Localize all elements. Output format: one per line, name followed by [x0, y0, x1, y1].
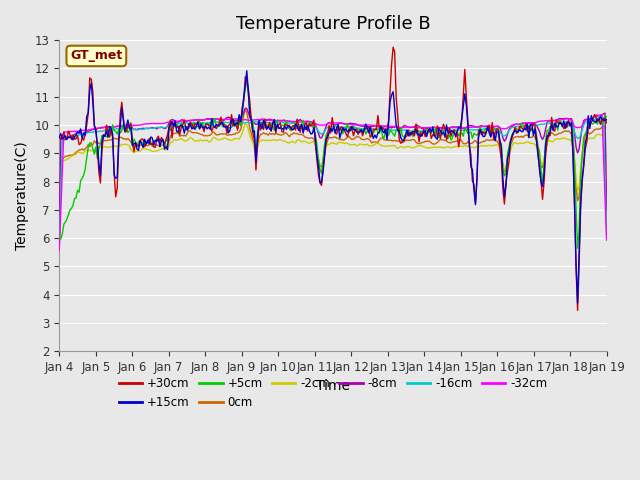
- Legend: +30cm, +15cm, +5cm, 0cm, -2cm, -8cm, -16cm, -32cm: +30cm, +15cm, +5cm, 0cm, -2cm, -8cm, -16…: [114, 372, 552, 414]
- Text: GT_met: GT_met: [70, 49, 122, 62]
- X-axis label: Time: Time: [316, 380, 350, 394]
- Y-axis label: Temperature(C): Temperature(C): [15, 141, 29, 250]
- Title: Temperature Profile B: Temperature Profile B: [236, 15, 430, 33]
